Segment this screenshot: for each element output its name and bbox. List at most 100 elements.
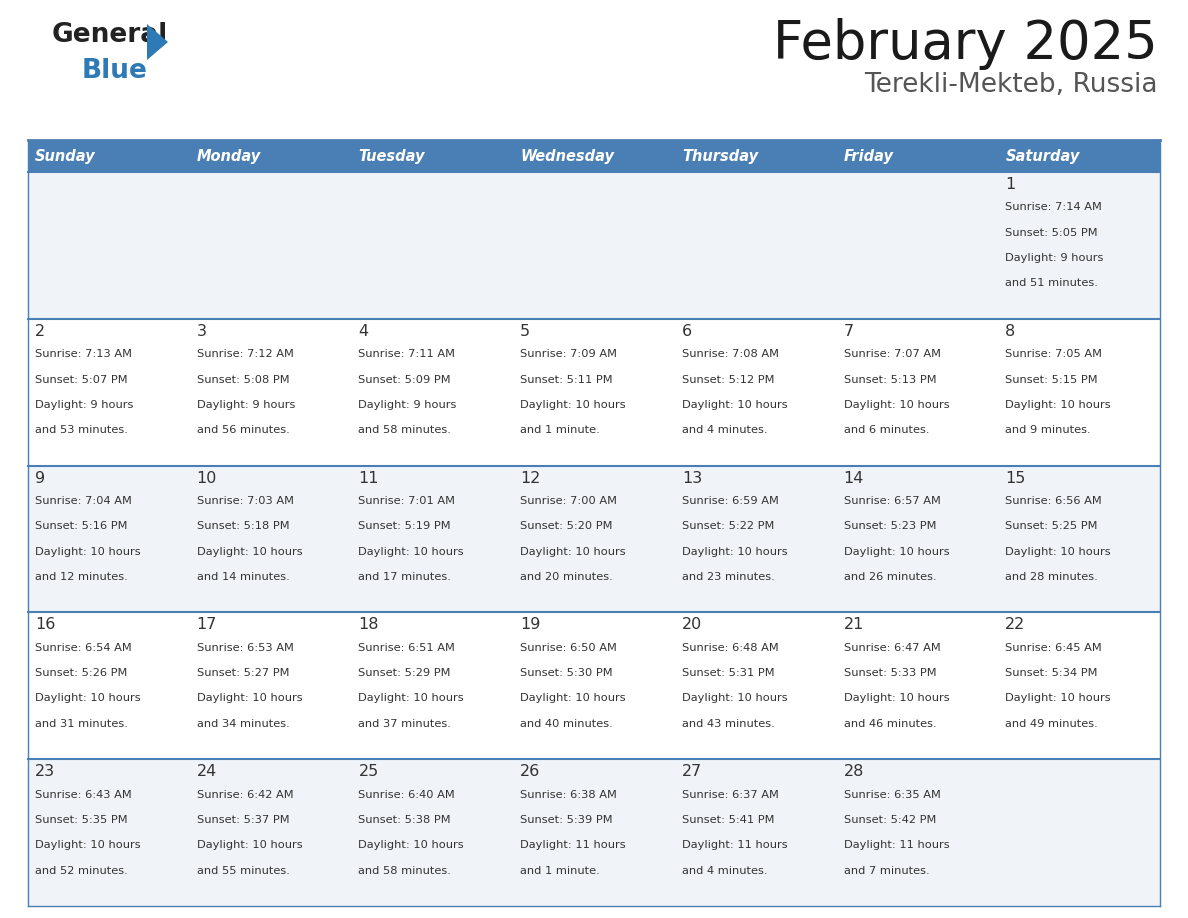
Text: Daylight: 10 hours: Daylight: 10 hours [34,693,140,703]
Text: Sunset: 5:07 PM: Sunset: 5:07 PM [34,375,127,385]
Text: Daylight: 9 hours: Daylight: 9 hours [34,400,133,409]
Text: Sunrise: 7:14 AM: Sunrise: 7:14 AM [1005,202,1102,212]
Bar [190,140,352,172]
Text: Sunrise: 6:47 AM: Sunrise: 6:47 AM [843,643,941,653]
Text: Sunday: Sunday [34,149,95,163]
Text: Daylight: 10 hours: Daylight: 10 hours [843,400,949,409]
Text: Sunset: 5:05 PM: Sunset: 5:05 PM [1005,228,1098,238]
Text: Sunrise: 6:56 AM: Sunrise: 6:56 AM [1005,496,1102,506]
Text: and 1 minute.: and 1 minute. [520,425,600,435]
Text: 22: 22 [1005,618,1025,633]
Text: February 2025: February 2025 [773,18,1158,70]
Text: Sunset: 5:13 PM: Sunset: 5:13 PM [843,375,936,385]
Text: 6: 6 [682,324,691,339]
Text: and 4 minutes.: and 4 minutes. [682,866,767,876]
Text: and 53 minutes.: and 53 minutes. [34,425,128,435]
Text: Sunset: 5:22 PM: Sunset: 5:22 PM [682,521,775,532]
Text: and 51 minutes.: and 51 minutes. [1005,278,1098,288]
Text: Daylight: 10 hours: Daylight: 10 hours [359,693,465,703]
Text: Monday: Monday [197,149,261,163]
Text: and 9 minutes.: and 9 minutes. [1005,425,1091,435]
Text: Sunset: 5:26 PM: Sunset: 5:26 PM [34,668,127,678]
Text: Sunset: 5:12 PM: Sunset: 5:12 PM [682,375,775,385]
Text: Thursday: Thursday [682,149,758,163]
Text: and 20 minutes.: and 20 minutes. [520,572,613,582]
Text: and 34 minutes.: and 34 minutes. [197,719,290,729]
Text: and 4 minutes.: and 4 minutes. [682,425,767,435]
Text: 19: 19 [520,618,541,633]
Text: and 43 minutes.: and 43 minutes. [682,719,775,729]
Text: Sunset: 5:31 PM: Sunset: 5:31 PM [682,668,775,678]
Text: Daylight: 10 hours: Daylight: 10 hours [682,547,788,556]
Text: Sunrise: 7:05 AM: Sunrise: 7:05 AM [1005,349,1102,359]
Bar [513,140,675,172]
Text: 18: 18 [359,618,379,633]
Text: Sunrise: 6:50 AM: Sunrise: 6:50 AM [520,643,617,653]
Text: Sunrise: 6:54 AM: Sunrise: 6:54 AM [34,643,132,653]
Text: and 37 minutes.: and 37 minutes. [359,719,451,729]
Text: Daylight: 10 hours: Daylight: 10 hours [682,400,788,409]
Bar [29,612,1159,759]
Text: 27: 27 [682,764,702,779]
Text: Daylight: 10 hours: Daylight: 10 hours [682,693,788,703]
Text: 21: 21 [843,618,864,633]
Text: Sunset: 5:38 PM: Sunset: 5:38 PM [359,815,451,825]
Text: Daylight: 10 hours: Daylight: 10 hours [843,693,949,703]
Text: Tuesday: Tuesday [359,149,425,163]
Text: Daylight: 10 hours: Daylight: 10 hours [34,840,140,850]
Text: Sunrise: 7:09 AM: Sunrise: 7:09 AM [520,349,617,359]
Text: 26: 26 [520,764,541,779]
Text: 17: 17 [197,618,217,633]
Text: Sunrise: 7:13 AM: Sunrise: 7:13 AM [34,349,132,359]
Text: Sunrise: 6:45 AM: Sunrise: 6:45 AM [1005,643,1102,653]
Text: Sunset: 5:35 PM: Sunset: 5:35 PM [34,815,127,825]
Text: Sunset: 5:23 PM: Sunset: 5:23 PM [843,521,936,532]
Text: Daylight: 10 hours: Daylight: 10 hours [843,547,949,556]
Text: Sunset: 5:33 PM: Sunset: 5:33 PM [843,668,936,678]
Text: Daylight: 10 hours: Daylight: 10 hours [197,693,302,703]
Text: Daylight: 10 hours: Daylight: 10 hours [520,693,626,703]
Text: Sunrise: 6:35 AM: Sunrise: 6:35 AM [843,789,941,800]
Text: Sunset: 5:29 PM: Sunset: 5:29 PM [359,668,451,678]
Text: 10: 10 [197,471,217,486]
Text: and 7 minutes.: and 7 minutes. [843,866,929,876]
Text: Daylight: 10 hours: Daylight: 10 hours [197,547,302,556]
Text: 25: 25 [359,764,379,779]
Text: and 12 minutes.: and 12 minutes. [34,572,128,582]
Text: Sunrise: 6:37 AM: Sunrise: 6:37 AM [682,789,778,800]
Text: and 26 minutes.: and 26 minutes. [843,572,936,582]
Text: and 40 minutes.: and 40 minutes. [520,719,613,729]
Text: and 52 minutes.: and 52 minutes. [34,866,128,876]
Text: Sunset: 5:25 PM: Sunset: 5:25 PM [1005,521,1098,532]
Text: and 6 minutes.: and 6 minutes. [843,425,929,435]
Text: and 46 minutes.: and 46 minutes. [843,719,936,729]
Text: 7: 7 [843,324,854,339]
Text: Blue: Blue [82,58,147,84]
Bar [675,140,836,172]
Text: Sunrise: 6:43 AM: Sunrise: 6:43 AM [34,789,132,800]
Text: Sunrise: 6:59 AM: Sunrise: 6:59 AM [682,496,778,506]
Text: Daylight: 10 hours: Daylight: 10 hours [197,840,302,850]
Text: Wednesday: Wednesday [520,149,614,163]
Text: Daylight: 10 hours: Daylight: 10 hours [1005,547,1111,556]
Text: and 17 minutes.: and 17 minutes. [359,572,451,582]
Text: 3: 3 [197,324,207,339]
Text: and 23 minutes.: and 23 minutes. [682,572,775,582]
Text: Sunset: 5:20 PM: Sunset: 5:20 PM [520,521,613,532]
Bar [29,759,1159,906]
Text: 2: 2 [34,324,45,339]
Text: Sunrise: 6:51 AM: Sunrise: 6:51 AM [359,643,455,653]
Text: Sunset: 5:11 PM: Sunset: 5:11 PM [520,375,613,385]
Text: Sunrise: 6:40 AM: Sunrise: 6:40 AM [359,789,455,800]
Text: Sunset: 5:09 PM: Sunset: 5:09 PM [359,375,451,385]
Text: Sunrise: 6:57 AM: Sunrise: 6:57 AM [843,496,941,506]
Text: Daylight: 10 hours: Daylight: 10 hours [1005,693,1111,703]
Text: Sunset: 5:27 PM: Sunset: 5:27 PM [197,668,289,678]
Text: Sunset: 5:30 PM: Sunset: 5:30 PM [520,668,613,678]
Text: Sunset: 5:18 PM: Sunset: 5:18 PM [197,521,290,532]
Text: and 58 minutes.: and 58 minutes. [359,425,451,435]
Bar [29,319,1159,465]
Text: 1: 1 [1005,177,1016,192]
Text: Daylight: 9 hours: Daylight: 9 hours [1005,253,1104,263]
Text: 4: 4 [359,324,368,339]
